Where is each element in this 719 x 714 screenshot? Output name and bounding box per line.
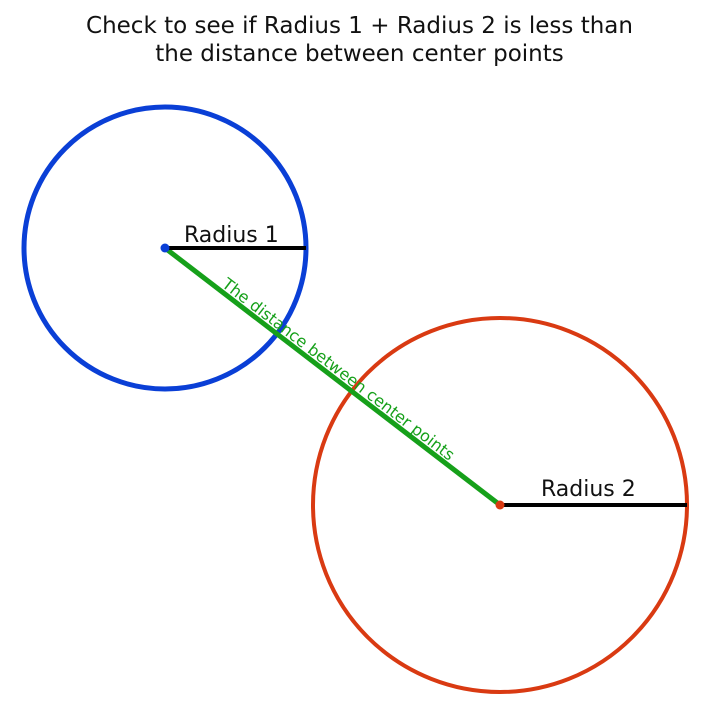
center-point-2 [495,500,505,510]
title-line-1: Check to see if Radius 1 + Radius 2 is l… [86,13,633,39]
radius-2-label: Radius 2 [541,477,636,502]
title-line-2: the distance between center points [155,41,564,67]
distance-line [163,246,502,507]
distance-label: The distance between center points [218,273,459,464]
center-point-1 [160,243,170,253]
diagram-title: Check to see if Radius 1 + Radius 2 is l… [0,12,719,68]
radius-1-label: Radius 1 [184,223,279,248]
